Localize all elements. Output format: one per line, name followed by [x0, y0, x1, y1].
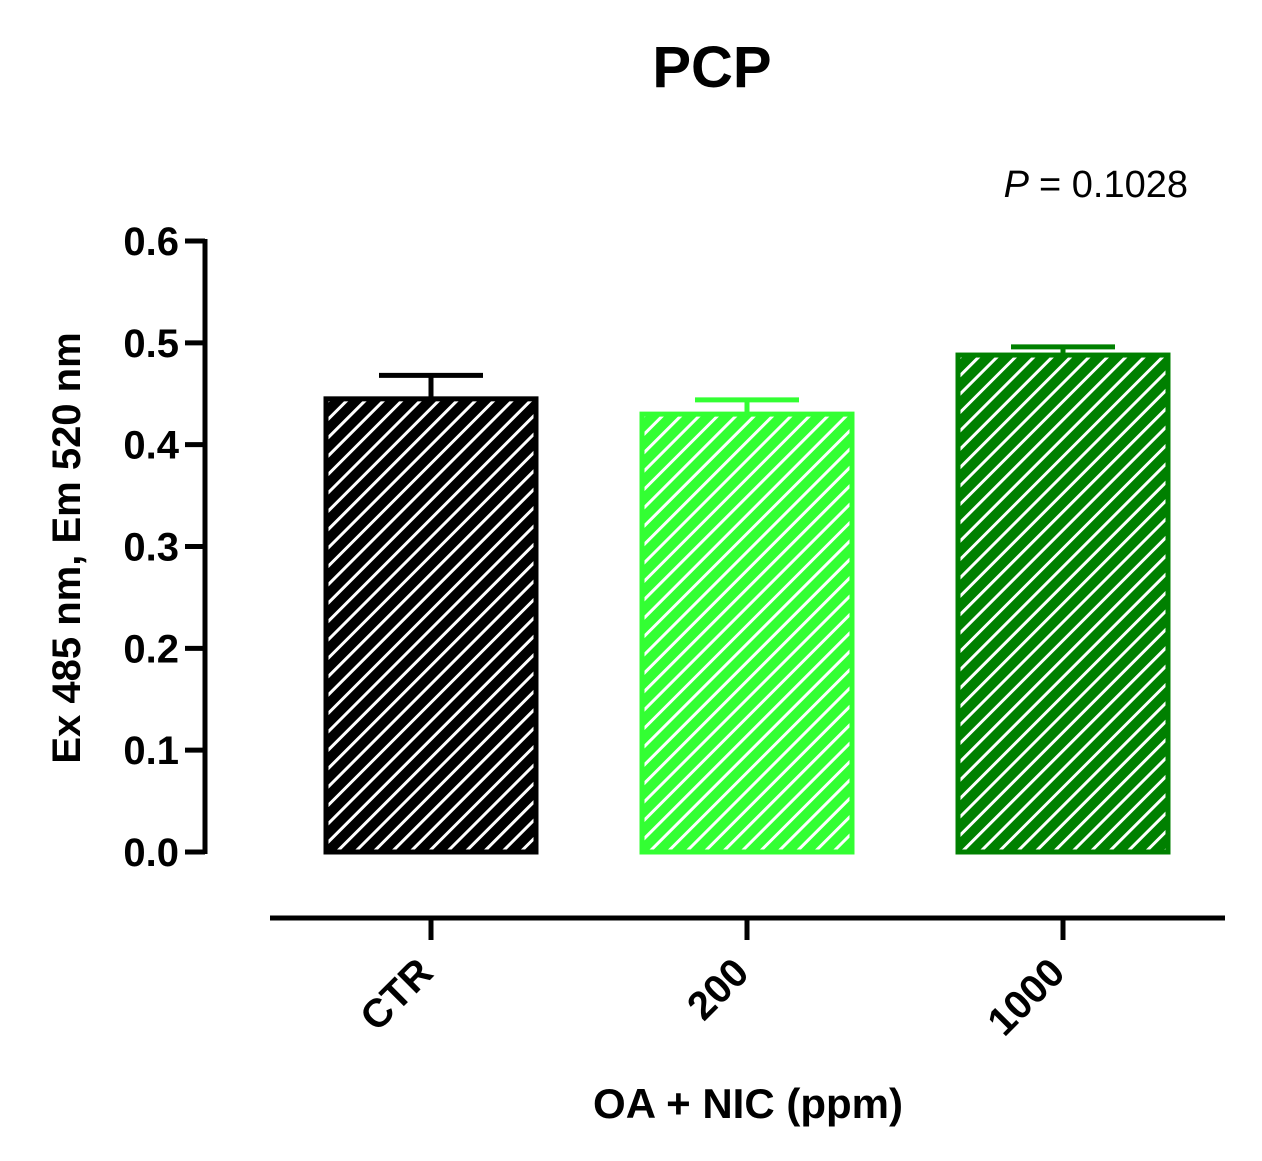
x-tick-label: 200	[679, 950, 757, 1028]
x-axis-label: OA + NIC (ppm)	[593, 1080, 903, 1127]
x-tick-label: 1000	[979, 950, 1073, 1044]
y-axis-label: Ex 485 nm, Em 520 nm	[45, 332, 89, 763]
bar-1000	[955, 352, 1171, 855]
bar-200	[639, 411, 855, 855]
y-tick-label: 0.6	[123, 220, 179, 264]
chart-title: PCP	[652, 35, 771, 100]
bar-ctr	[323, 396, 539, 855]
y-axis: 0.0 0.1 0.2 0.3 0.4 0.5 0.6	[123, 220, 208, 875]
y-tick-label: 0.4	[123, 424, 179, 468]
p-value-text: = 0.1028	[1039, 164, 1188, 206]
y-tick-label: 0.1	[123, 729, 179, 773]
y-tick-label: 0.2	[123, 627, 179, 671]
x-tick-label: CTR	[352, 950, 441, 1039]
y-tick-label: 0.5	[123, 322, 179, 366]
y-tick-label: 0.3	[123, 526, 179, 570]
x-axis: CTR 200 1000	[270, 915, 1225, 1044]
p-value-symbol: P	[1004, 164, 1030, 206]
bars-layer	[323, 344, 1171, 855]
p-value-annotation: P = 0.1028	[1004, 164, 1188, 206]
y-tick-label: 0.0	[123, 831, 179, 875]
